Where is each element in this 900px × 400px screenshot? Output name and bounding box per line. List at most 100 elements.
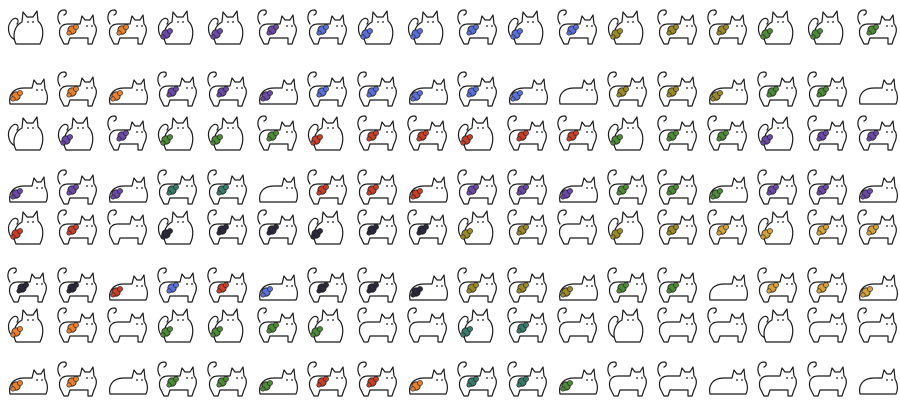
cat-sprite: [757, 267, 797, 303]
accessory-blob: [323, 376, 329, 382]
cat-body: [763, 116, 794, 151]
accessory: [616, 184, 629, 196]
sprite-row: [9, 71, 898, 107]
cat-sprite: [757, 10, 794, 45]
accessory-blob: [523, 184, 529, 190]
cat-sprite: [559, 368, 598, 395]
accessory: [410, 380, 423, 392]
cat-sprite: [107, 9, 147, 45]
accessory-blob: [410, 96, 416, 102]
accessory-blob: [10, 386, 16, 392]
cat-sprite: [357, 209, 397, 245]
accessory-blob: [673, 224, 679, 230]
cat-tail: [557, 115, 567, 131]
cat-eye: [286, 379, 288, 381]
cat-eye: [891, 25, 893, 27]
accessory-blob: [516, 288, 522, 294]
cat-tail: [757, 17, 769, 41]
accessory-blob: [473, 184, 479, 190]
cat-eye: [741, 25, 743, 27]
cat-eye: [286, 25, 288, 27]
accessory-blob: [167, 28, 173, 34]
cat-eye: [691, 377, 693, 379]
cat-eye: [627, 127, 629, 129]
cat-sprite: [757, 169, 797, 205]
cat-body: [558, 120, 597, 151]
cat-body: [458, 174, 497, 205]
cat-tail: [557, 209, 567, 225]
cat-eye: [32, 21, 34, 23]
accessory-blob: [666, 30, 672, 36]
accessory-blob: [767, 28, 773, 34]
accessory: [666, 86, 679, 98]
cat-sprite: [207, 10, 244, 45]
cat-eye: [41, 187, 43, 189]
cat-eye: [886, 225, 888, 227]
accessory-blob: [566, 136, 572, 142]
cat-eye: [291, 285, 293, 287]
cat-sprite: [457, 9, 497, 45]
accessory-blob: [160, 34, 166, 40]
cat-body: [163, 308, 194, 343]
cat-body: [258, 14, 297, 45]
cat-sprite: [457, 308, 494, 343]
accessory-blob: [110, 96, 116, 102]
cat-tail: [157, 169, 167, 185]
cat-eye: [741, 131, 743, 133]
accessory: [616, 86, 629, 98]
cat-tail: [57, 267, 67, 283]
accessory-blob: [866, 30, 872, 36]
cat-eye: [382, 21, 384, 23]
cat-eye: [191, 377, 193, 379]
cat-tail: [857, 209, 867, 225]
cat-eye: [191, 283, 193, 285]
accessory: [816, 130, 829, 142]
cat-eye: [141, 285, 143, 287]
accessory-blob: [323, 282, 329, 288]
accessory-blob: [610, 234, 616, 240]
cat-eye: [327, 319, 329, 321]
accessory-blob: [523, 130, 529, 136]
accessory: [160, 326, 173, 338]
accessory-blob: [573, 130, 579, 136]
cat-body: [558, 14, 597, 45]
accessory: [616, 282, 629, 294]
cat-body: [658, 76, 697, 107]
cat-sprite: [207, 169, 247, 205]
cat-tail: [657, 209, 667, 225]
sprite-row: [7, 115, 897, 151]
cat-body: [58, 366, 97, 397]
accessory-blob: [266, 328, 272, 334]
cat-eye: [327, 221, 329, 223]
cat-eye: [177, 221, 179, 223]
accessory: [260, 380, 273, 392]
accessory-blob: [260, 292, 266, 298]
accessory: [10, 228, 23, 240]
accessory: [416, 130, 429, 142]
cat-body: [163, 116, 194, 151]
accessory-blob: [666, 230, 672, 236]
cat-eye: [436, 379, 438, 381]
accessory: [816, 282, 829, 294]
cat-body: [208, 174, 247, 205]
accessory-blob: [466, 30, 472, 36]
cat-eye: [91, 225, 93, 227]
cat-sprite: [507, 307, 547, 343]
accessory-blob: [173, 86, 179, 92]
cat-eye: [736, 89, 738, 91]
accessory: [160, 228, 173, 240]
accessory-blob: [616, 288, 622, 294]
cat-eye: [591, 25, 593, 27]
accessory-blob: [560, 292, 566, 298]
cat-body: [708, 14, 747, 45]
cat-eye: [86, 377, 88, 379]
cat-sprite: [557, 9, 597, 45]
cat-tail: [407, 17, 419, 41]
accessory: [816, 224, 829, 236]
cat-eye: [41, 283, 43, 285]
cat-sprite: [107, 209, 147, 245]
cat-sprite: [457, 116, 494, 151]
cat-eye: [241, 377, 243, 379]
accessory-blob: [173, 184, 179, 190]
accessory-blob: [167, 134, 173, 140]
